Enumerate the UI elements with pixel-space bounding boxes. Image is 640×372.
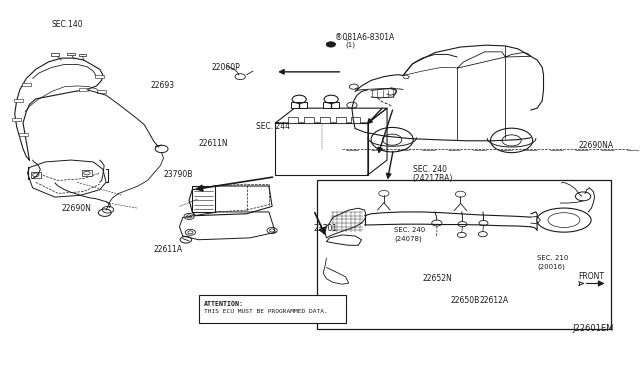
Text: THIS ECU MUST BE PROGRAMMED DATA.: THIS ECU MUST BE PROGRAMMED DATA.	[204, 310, 328, 314]
Bar	[82, 170, 92, 176]
Text: J22601EM: J22601EM	[572, 324, 614, 333]
Text: 22652N: 22652N	[422, 274, 452, 283]
Ellipse shape	[548, 213, 580, 228]
Ellipse shape	[537, 208, 591, 232]
Bar	[95, 75, 104, 78]
Text: (1): (1)	[346, 42, 356, 48]
Text: SEC.140: SEC.140	[52, 20, 83, 29]
Bar	[79, 54, 86, 56]
Text: ATTENTION:: ATTENTION:	[204, 301, 244, 307]
Bar	[79, 88, 88, 91]
Text: (20016): (20016)	[537, 263, 565, 270]
Bar	[351, 118, 360, 123]
Bar	[67, 52, 75, 55]
Text: SEC. 244: SEC. 244	[256, 122, 290, 131]
Text: 22650B: 22650B	[451, 296, 480, 305]
Text: SEC. 240: SEC. 240	[413, 165, 447, 174]
Bar	[320, 118, 330, 123]
Bar	[317, 180, 611, 329]
Text: 22060P: 22060P	[211, 63, 240, 72]
Text: 22611A: 22611A	[154, 244, 183, 253]
Text: 23790B: 23790B	[164, 170, 193, 179]
Text: (24078): (24078)	[394, 235, 422, 242]
Bar	[323, 102, 339, 108]
Text: 22690NA: 22690NA	[579, 141, 614, 150]
Bar	[12, 118, 21, 121]
Text: 22612A: 22612A	[479, 296, 509, 305]
Circle shape	[326, 42, 335, 47]
Text: (24217BA): (24217BA)	[413, 174, 453, 183]
Bar	[198, 295, 346, 323]
Bar	[19, 133, 28, 136]
Bar	[336, 118, 346, 123]
Bar	[275, 123, 368, 175]
Bar	[288, 118, 298, 123]
Bar	[22, 83, 31, 86]
Text: 22690N: 22690N	[61, 204, 92, 213]
Bar	[291, 102, 307, 108]
Bar	[97, 90, 106, 93]
Text: 23701: 23701	[314, 224, 338, 233]
Bar	[51, 53, 59, 55]
Text: FRONT: FRONT	[579, 272, 605, 281]
Text: SEC. 210: SEC. 210	[537, 255, 568, 261]
Bar	[31, 172, 41, 178]
Text: ®081A6-8301A: ®081A6-8301A	[335, 33, 394, 42]
Text: SEC. 240: SEC. 240	[394, 227, 426, 234]
Text: 22611N: 22611N	[198, 139, 228, 148]
Bar	[14, 99, 23, 102]
Text: 22693: 22693	[151, 81, 175, 90]
Bar	[304, 118, 314, 123]
